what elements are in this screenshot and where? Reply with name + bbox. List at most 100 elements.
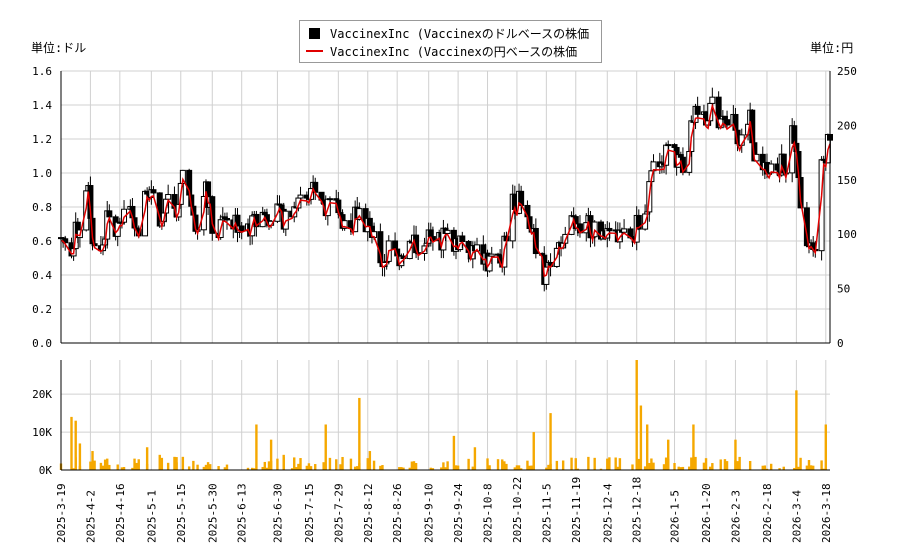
- x-tick-label-7: 2025-6-30: [271, 483, 284, 543]
- volume-bar-69: [263, 461, 267, 470]
- x-tick-label-16: 2025-11-5: [540, 483, 553, 543]
- volume-bar-222: [711, 463, 714, 470]
- candle-body-57: [223, 217, 230, 221]
- volume-spike-23: [692, 424, 695, 470]
- volume-bar-200: [648, 462, 651, 470]
- x-tick-label-11: 2025-8-26: [391, 483, 404, 543]
- volume-bar-126: [429, 467, 432, 470]
- y-right-tick-label-3: 150: [837, 174, 857, 187]
- volume-bar-92: [328, 457, 332, 470]
- candle-body-132: [444, 229, 451, 234]
- volume-bar-186: [606, 458, 609, 470]
- volume-bar-89: [322, 462, 325, 470]
- volume-bar-34: [160, 457, 164, 470]
- legend-entry-yen: VaccinexInc (Vaccinexの円ベースの株価: [306, 42, 577, 60]
- volume-bar-117: [402, 467, 405, 470]
- candle-body-207: [665, 144, 672, 147]
- candle-body-247: [782, 172, 789, 175]
- volume-bar-131: [444, 467, 447, 470]
- x-tick-label-17: 2025-11-19: [570, 477, 583, 543]
- volume-bar-73: [276, 458, 279, 470]
- volume-bar-165: [545, 467, 548, 470]
- candle-body-102: [356, 208, 363, 220]
- volume-spike-26: [824, 424, 827, 470]
- volume-spike-9: [255, 424, 258, 470]
- volume-bar-100: [353, 466, 357, 470]
- x-tick-label-18: 2025-12-4: [601, 483, 614, 543]
- volume-bar-81: [297, 463, 300, 470]
- volume-spike-20: [639, 405, 643, 470]
- volume-spike-24: [734, 439, 737, 470]
- candle-body-222: [709, 96, 716, 104]
- volume-spike-21: [646, 424, 649, 470]
- volume-bar-182: [593, 457, 596, 470]
- volume-spike-4: [106, 458, 109, 470]
- volume-bar-151: [503, 461, 506, 470]
- y-right-tick-label-4: 200: [837, 119, 857, 132]
- axes: [60, 71, 831, 471]
- volume-bar-14: [101, 465, 105, 470]
- y-left-tick-label-4: 0.8: [32, 201, 52, 214]
- volume-bar-47: [196, 464, 199, 470]
- left-axis-unit: 単位:ドル: [31, 41, 87, 55]
- x-tick-label-13: 2025-9-24: [452, 483, 465, 543]
- volume-bar-175: [574, 458, 577, 470]
- volume-spike-22: [667, 439, 670, 470]
- volume-bar-10: [89, 461, 92, 470]
- candle-body-17: [106, 210, 113, 218]
- volume-spike-2: [78, 443, 82, 470]
- volume-bar-121: [414, 463, 418, 470]
- volume-spike-18: [549, 413, 552, 470]
- volume-spike-5: [133, 458, 136, 470]
- tick-labels: 2025-3-19 2025-4-2 2025-4-16 2025-5-1 2025-5…: [32, 65, 857, 543]
- volume-bar-120: [412, 461, 416, 470]
- volume-bar-26: [135, 462, 138, 470]
- x-tick-label-2: 2025-4-16: [114, 483, 127, 543]
- volume-bar-109: [381, 465, 384, 470]
- volume-bar-242: [769, 463, 773, 470]
- y-left-tick-label-1: 0.2: [32, 303, 52, 316]
- volume-bar-24: [131, 467, 134, 470]
- volume-bar-80: [295, 467, 298, 470]
- volume-spike-10: [269, 439, 273, 470]
- volume-bar-166: [547, 464, 550, 470]
- volume-bar-183: [599, 468, 603, 470]
- volume-bar-210: [677, 466, 680, 470]
- volume-bar-82: [299, 458, 302, 470]
- volume-bar-205: [662, 464, 666, 470]
- x-tick-label-22: 2026-2-3: [729, 490, 742, 543]
- y-volume-tick-label-0: 0K: [39, 464, 53, 477]
- volume-bar-173: [570, 457, 573, 470]
- volume-spike-15: [452, 435, 456, 470]
- candle-body-137: [459, 235, 466, 243]
- volume-bar-22: [122, 466, 126, 470]
- volume-spike-25: [795, 390, 798, 470]
- volume-bar-48: [202, 466, 206, 470]
- volume-bar-246: [782, 466, 785, 470]
- volume-bar-252: [799, 457, 802, 470]
- volume-bar-51: [208, 464, 212, 470]
- volume-bar-15: [103, 459, 107, 470]
- volume-bar-129: [440, 467, 443, 470]
- y-left-tick-label-2: 0.4: [32, 269, 52, 282]
- volume-bar-231: [738, 456, 741, 470]
- volume-bar-37: [166, 462, 170, 470]
- candle-body-113: [392, 240, 399, 250]
- x-tick-label-5: 2025-5-30: [206, 483, 219, 543]
- y-right-tick-label-2: 100: [837, 228, 857, 241]
- volume-bar-118: [408, 467, 411, 470]
- volume-bar-176: [576, 468, 580, 470]
- volume-bar-43: [187, 466, 191, 470]
- volume-bar-38: [173, 456, 176, 470]
- volume-bar-150: [501, 459, 504, 470]
- grid: [60, 70, 830, 471]
- volume-bar-159: [528, 465, 531, 470]
- volume-bar-13: [99, 462, 103, 470]
- volume-bar-146: [488, 465, 491, 470]
- volume-bar-119: [410, 461, 414, 470]
- volume-bar-4: [72, 468, 75, 470]
- y-left-tick-label-6: 1.2: [32, 133, 52, 146]
- x-tick-label-19: 2025-12-18: [631, 477, 644, 543]
- volume-spike-13: [358, 397, 361, 470]
- volume-spike-17: [532, 432, 535, 470]
